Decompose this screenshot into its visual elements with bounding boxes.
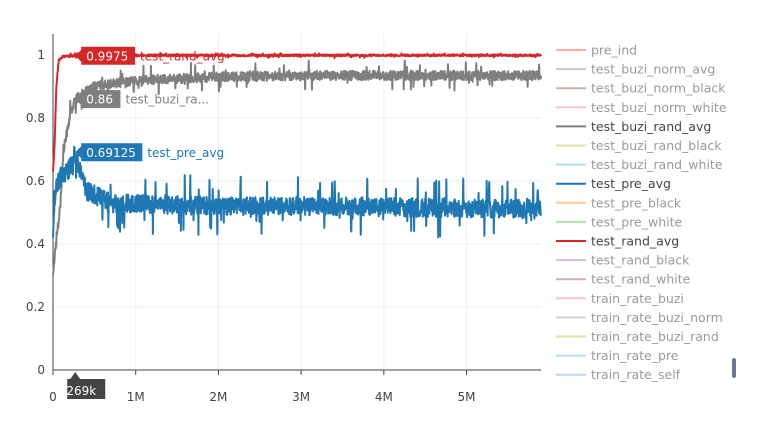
legend-scrollbar[interactable] [732, 358, 736, 378]
x-tick-label: 0 [49, 390, 57, 404]
legend-item-test_rand_avg[interactable]: test_rand_avg [556, 234, 679, 249]
legend-label: train_rate_self [591, 367, 681, 382]
y-tick-label: 0.4 [26, 237, 45, 251]
legend-item-test_pre_black[interactable]: test_pre_black [556, 195, 682, 210]
legend-item-train_rate_buzi_rand[interactable]: train_rate_buzi_rand [556, 329, 719, 344]
legend-label: test_buzi_norm_white [591, 100, 727, 115]
y-tick-label: 1 [37, 48, 45, 62]
legend-label: train_rate_buzi_rand [591, 329, 719, 344]
hover-x-label: 269k [66, 372, 106, 399]
x-tick-label: 3M [292, 390, 310, 404]
hover-labels: 269k 0.9975 test_rand_avg 0.86 test_buzi_ra.… [66, 46, 225, 399]
legend-label: train_rate_buzi [591, 291, 684, 306]
legend-label: test_buzi_rand_black [591, 138, 722, 153]
hover-label-name: test_pre_avg [147, 146, 224, 160]
y-tick-label: 0.8 [26, 111, 45, 125]
legend-label: test_buzi_rand_avg [591, 119, 711, 134]
legend-label: test_buzi_norm_avg [591, 62, 715, 77]
y-tick-label: 0.6 [26, 174, 45, 188]
legend-label: train_rate_buzi_norm [591, 310, 723, 325]
hover-label-box [75, 46, 136, 65]
hover-x-label-box [67, 372, 106, 399]
legend[interactable]: pre_ind test_buzi_norm_avg test_buzi_norm_… [556, 43, 736, 383]
legend-item-test_buzi_norm_white[interactable]: test_buzi_norm_white [556, 100, 727, 115]
legend-label: test_pre_avg [591, 176, 671, 191]
legend-item-test_rand_white[interactable]: test_rand_white [556, 272, 691, 287]
x-tick-label: 5M [458, 390, 476, 404]
plot-area[interactable] [52, 52, 542, 276]
legend-label: test_rand_avg [591, 234, 679, 249]
legend-item-train_rate_pre[interactable]: train_rate_pre [556, 348, 679, 363]
hover-label-box [75, 143, 143, 162]
legend-item-test_rand_black[interactable]: test_rand_black [556, 253, 690, 268]
x-tick-label: 1M [127, 390, 145, 404]
legend-label: test_buzi_norm_black [591, 81, 726, 96]
legend-item-train_rate_self[interactable]: train_rate_self [556, 367, 681, 382]
legend-item-pre_ind[interactable]: pre_ind [556, 43, 637, 58]
y-tick-label: 0 [37, 363, 45, 377]
hover-label-value: 0.86 [86, 93, 113, 107]
legend-item-test_buzi_rand_white[interactable]: test_buzi_rand_white [556, 157, 723, 172]
y-tick-label: 0.2 [26, 300, 45, 314]
hover-label: 0.69125 test_pre_avg [75, 143, 224, 162]
legend-label: test_buzi_rand_white [591, 157, 723, 172]
series-line-test_pre_avg [52, 145, 542, 239]
legend-item-train_rate_buzi[interactable]: train_rate_buzi [556, 291, 684, 306]
hover-label-name: test_buzi_ra... [125, 93, 209, 107]
hover-label-box [75, 90, 121, 109]
legend-item-test_buzi_norm_black[interactable]: test_buzi_norm_black [556, 81, 726, 96]
legend-label: test_pre_white [591, 214, 683, 229]
hover-label: 0.9975 test_rand_avg [75, 46, 225, 65]
axes: 0 0.2 0.4 0.6 0.8 1 0 1M 2M 3M 4M 5M [26, 34, 541, 404]
hover-x-label-text: 269k [66, 384, 96, 398]
hover-label: 0.86 test_buzi_ra... [75, 90, 209, 109]
hover-label-value: 0.69125 [86, 146, 136, 160]
x-tick-label: 2M [209, 390, 227, 404]
legend-label: pre_ind [591, 43, 637, 58]
legend-label: train_rate_pre [591, 348, 679, 363]
legend-item-train_rate_buzi_norm[interactable]: train_rate_buzi_norm [556, 310, 723, 325]
legend-label: test_rand_white [591, 272, 691, 287]
hover-label-name: test_rand_avg [140, 49, 225, 63]
legend-label: test_rand_black [591, 253, 690, 268]
legend-label: test_pre_black [591, 195, 682, 210]
series-line-test_buzi_rand_avg [52, 59, 542, 276]
legend-item-test_buzi_rand_avg[interactable]: test_buzi_rand_avg [556, 119, 711, 134]
legend-item-test_pre_avg[interactable]: test_pre_avg [556, 176, 671, 191]
legend-item-test_pre_white[interactable]: test_pre_white [556, 214, 683, 229]
hover-label-value: 0.9975 [86, 49, 128, 63]
legend-item-test_buzi_norm_avg[interactable]: test_buzi_norm_avg [556, 62, 715, 77]
x-tick-label: 4M [375, 390, 393, 404]
legend-item-test_buzi_rand_black[interactable]: test_buzi_rand_black [556, 138, 722, 153]
